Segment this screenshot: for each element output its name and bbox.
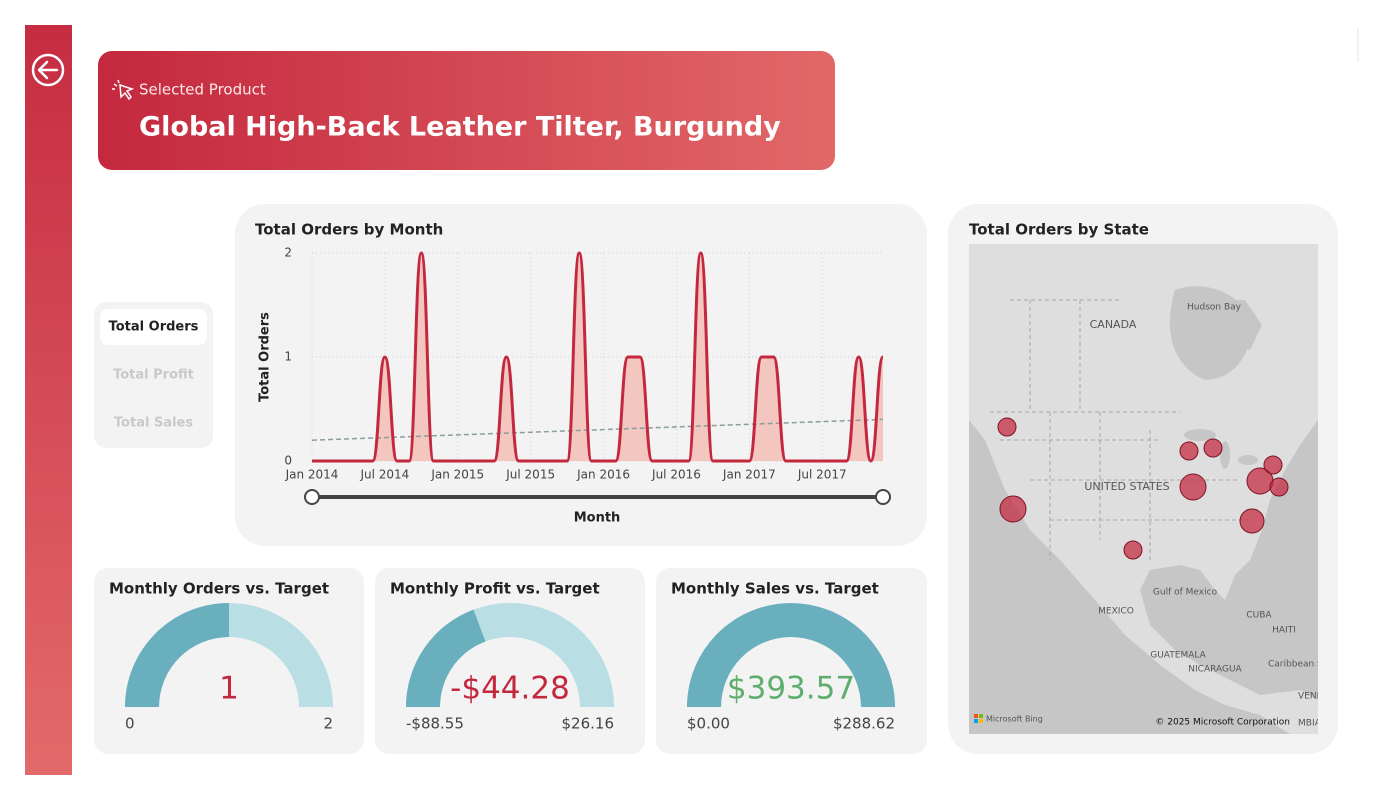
y-axis-label: Total Orders [258, 312, 273, 402]
gauge-max: 2 [323, 715, 333, 733]
gauge-fill [125, 603, 229, 707]
gauge-fill [687, 603, 895, 707]
bing-logo [974, 714, 978, 718]
map-title: Total Orders by State [969, 221, 1149, 239]
gauge-min: $0.00 [687, 715, 730, 733]
y-tick-label: 2 [284, 246, 292, 260]
y-tick-label: 0 [284, 454, 292, 468]
map-label: CANADA [1090, 318, 1137, 331]
gauge-title: Monthly Sales vs. Target [671, 580, 879, 598]
map-label: MEXICO [1098, 607, 1134, 617]
bing-logo [979, 714, 983, 718]
map-label: HAITI [1272, 626, 1296, 636]
gauge-title: Monthly Orders vs. Target [109, 580, 329, 598]
x-axis-label: Month [574, 511, 621, 526]
map-attribution: Microsoft Bing [986, 715, 1043, 724]
map-label: NICARAGUA [1188, 665, 1242, 675]
toggle-active-bg [100, 309, 207, 345]
toggle-button[interactable]: Total Orders [109, 320, 199, 335]
map-label: MBIA [1298, 719, 1322, 729]
map-label: VENE [1298, 692, 1323, 702]
x-tick-label: Jan 2016 [576, 468, 630, 482]
trend-line [311, 418, 884, 441]
chart-title: Total Orders by Month [255, 221, 443, 239]
x-tick-label: Jan 2015 [430, 468, 484, 482]
toggle-button[interactable]: Total Sales [114, 416, 193, 431]
bing-logo [979, 719, 983, 723]
back-button[interactable] [31, 53, 65, 87]
x-tick-label: Jul 2016 [651, 468, 701, 482]
bing-logo [974, 719, 978, 723]
map-label: GUATEMALA [1150, 651, 1206, 661]
gauge-fill [406, 609, 486, 707]
gauge-max: $26.16 [562, 715, 615, 733]
gauge-card [656, 568, 927, 754]
gauge-card [375, 568, 645, 754]
gauge-value: -$44.28 [450, 671, 570, 707]
gauge-max: $288.62 [833, 715, 895, 733]
map: Hudson Bay CANADA UNITED STATES Gulf of Mex… [969, 244, 1329, 734]
x-tick-label: Jul 2015 [505, 468, 555, 482]
borders [990, 299, 1250, 560]
header-title: Global High-Back Leather Tilter, Burgund… [139, 112, 781, 143]
gauge-card [94, 568, 364, 754]
lake [1238, 455, 1258, 465]
x-tick-label: Jul 2014 [359, 468, 409, 482]
gauge-title: Monthly Profit vs. Target [390, 580, 600, 598]
x-tick-label: Jan 2017 [722, 468, 776, 482]
toggle-button[interactable]: Total Profit [113, 368, 194, 383]
header-label: Selected Product [139, 81, 266, 99]
bubbles [997, 417, 1289, 560]
map-label: Hudson Bay [1187, 303, 1242, 313]
gauge-value: $393.57 [727, 671, 855, 707]
x-tick-label: Jan 2014 [285, 468, 339, 482]
hudson-bay [1190, 300, 1262, 350]
map-label: UNITED STATES [1084, 480, 1169, 493]
map-label: Caribbean Se [1268, 660, 1329, 670]
y-tick-label: 1 [284, 350, 292, 364]
gauge-value: 1 [219, 671, 239, 707]
sidebar [25, 25, 72, 775]
map-label: CUBA [1246, 611, 1272, 621]
lake [1184, 429, 1216, 441]
header-card [98, 51, 835, 170]
map-label: Gulf of Mexico [1153, 588, 1218, 598]
gauge-min: 0 [125, 715, 135, 733]
cursor-icon [112, 79, 135, 101]
range-slider[interactable] [304, 489, 891, 505]
gauge-min: -$88.55 [406, 715, 464, 733]
x-tick-label: Jul 2017 [797, 468, 847, 482]
line [312, 251, 885, 463]
map-copyright: © 2025 Microsoft Corporation [1155, 718, 1290, 728]
